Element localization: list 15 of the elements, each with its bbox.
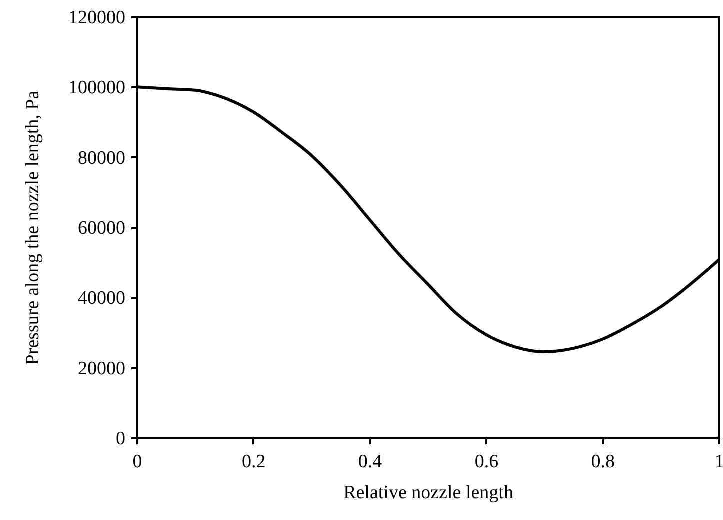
y-tick-label: 20000 bbox=[78, 358, 126, 380]
x-tick-label: 0.8 bbox=[591, 452, 615, 472]
x-tick-label: 0 bbox=[132, 452, 142, 472]
y-tick-label: 0 bbox=[116, 428, 126, 450]
x-axis-title: Relative nozzle length bbox=[344, 482, 514, 504]
y-tick-label: 120000 bbox=[68, 8, 126, 28]
y-tick-label: 100000 bbox=[68, 78, 126, 99]
x-tick-label: 0.4 bbox=[358, 452, 383, 472]
y-tick-label: 60000 bbox=[78, 218, 126, 239]
y-tick-label: 80000 bbox=[78, 148, 126, 169]
x-tick-label: 0.2 bbox=[242, 452, 266, 472]
x-tick-label: 0.6 bbox=[474, 452, 499, 472]
y-tick-label: 40000 bbox=[78, 288, 126, 310]
x-tick-label: 1 bbox=[714, 452, 723, 472]
y-axis-title: Pressure along the nozzle length, Pa bbox=[22, 90, 44, 366]
